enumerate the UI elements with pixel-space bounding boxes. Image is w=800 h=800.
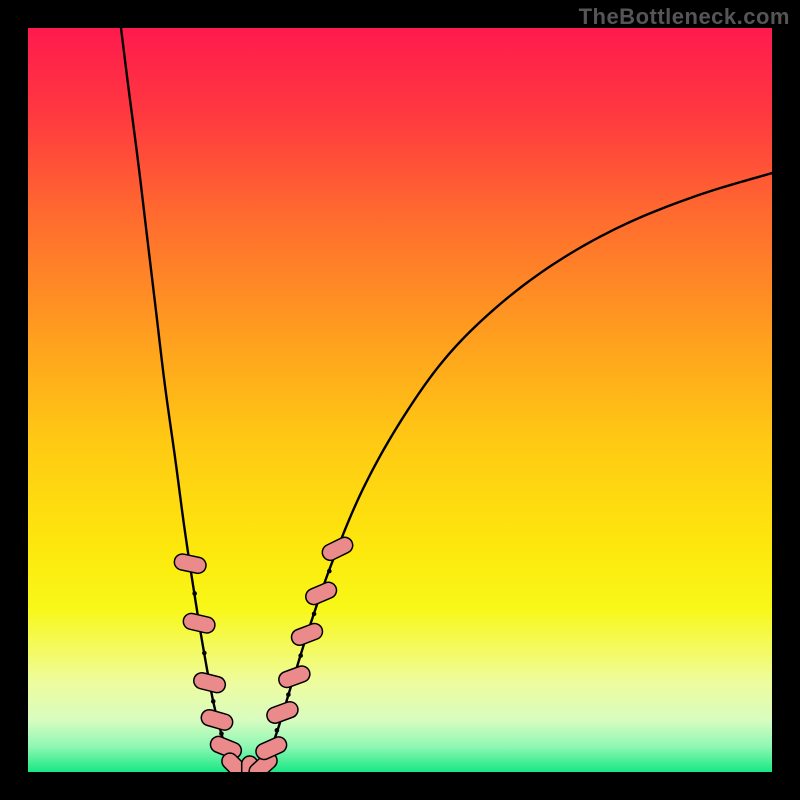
figure-container: TheBottleneck.com (0, 0, 800, 800)
marker-joint-dot (312, 612, 317, 617)
marker-joint-dot (192, 591, 197, 596)
marker-joint-dot (298, 653, 303, 658)
marker-joint-dot (202, 651, 207, 656)
marker-joint-dot (219, 731, 224, 736)
marker-joint-dot (211, 699, 216, 704)
marker-joint-dot (275, 728, 280, 733)
plot-area (28, 28, 772, 772)
marker-joint-dot (327, 569, 332, 574)
attribution-text: TheBottleneck.com (579, 4, 790, 30)
gradient-background (28, 28, 772, 772)
chart-svg (28, 28, 772, 772)
marker-joint-dot (286, 692, 291, 697)
